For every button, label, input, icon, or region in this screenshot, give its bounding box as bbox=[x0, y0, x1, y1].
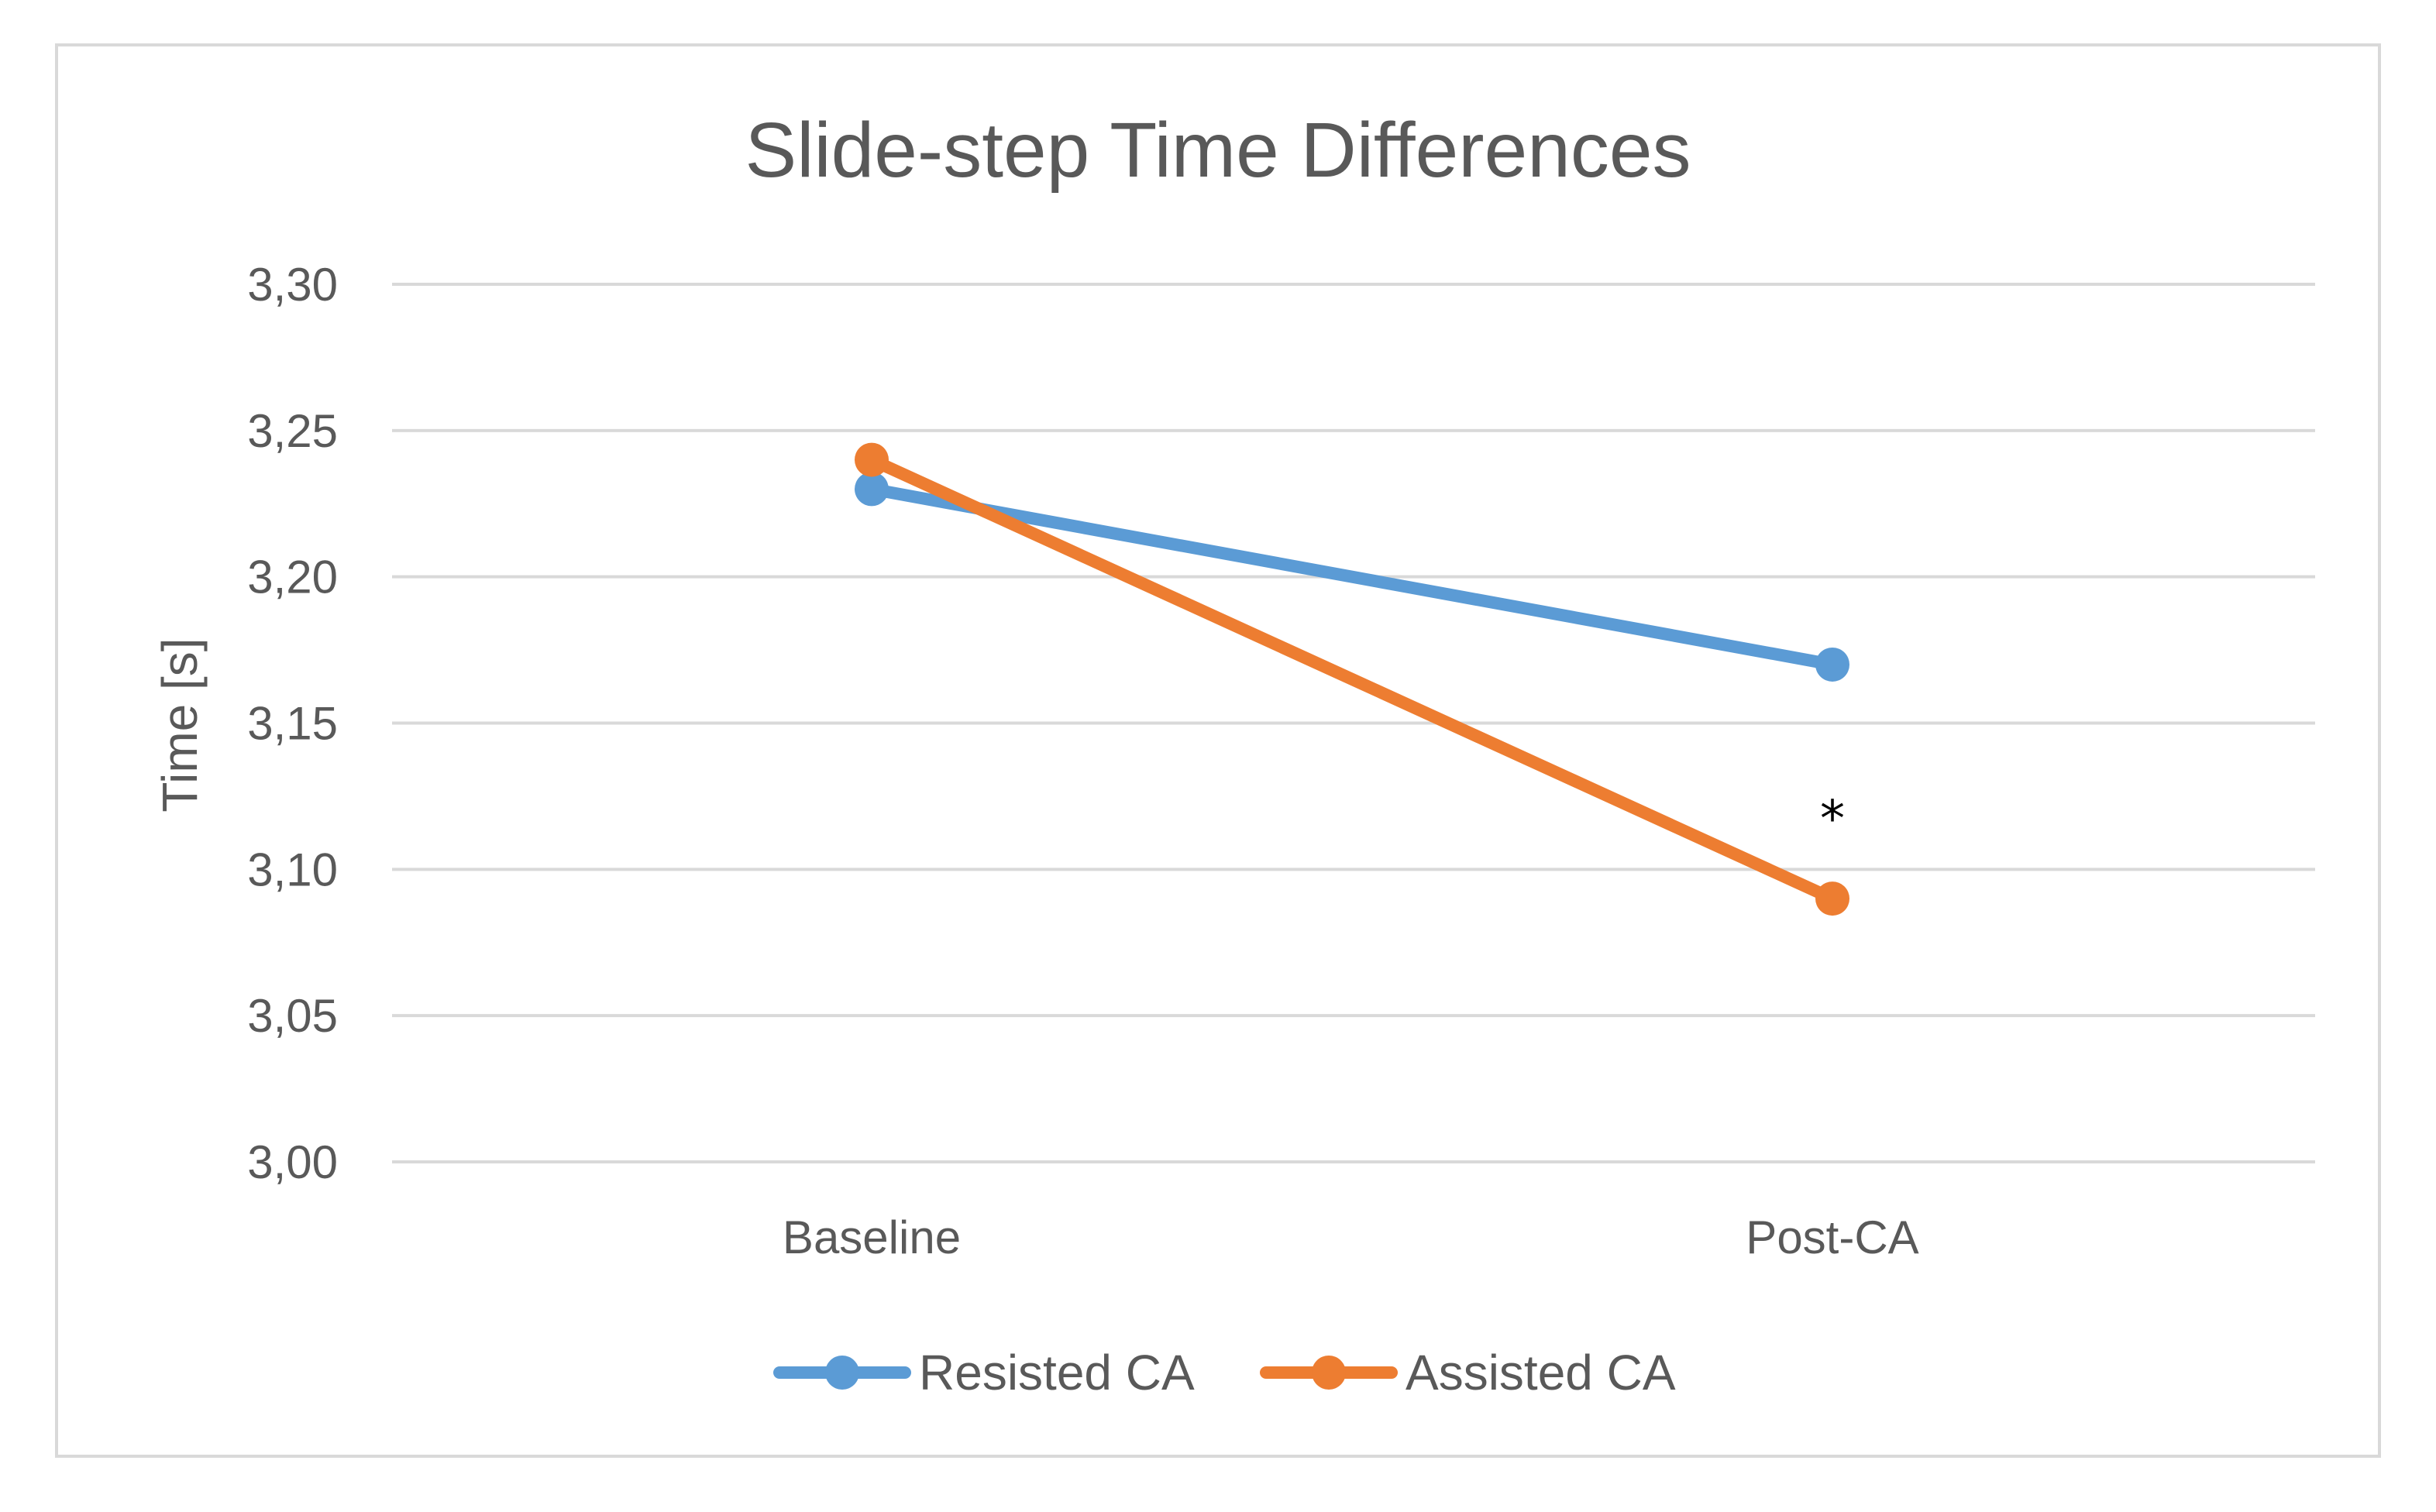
significance-annotation: * bbox=[1820, 791, 1845, 848]
data-point bbox=[1815, 881, 1849, 916]
y-tick-label: 3,20 bbox=[247, 552, 338, 603]
legend-label: Assisted CA bbox=[1406, 1345, 1676, 1400]
legend-label: Resisted CA bbox=[919, 1345, 1195, 1400]
data-point bbox=[855, 472, 889, 507]
y-axis-title: Time [s] bbox=[152, 637, 208, 812]
y-tick-label: 3,10 bbox=[247, 844, 338, 895]
y-tick-label: 3,05 bbox=[247, 990, 338, 1042]
legend: Resisted CA Assisted CA bbox=[773, 1345, 1676, 1400]
legend-marker bbox=[1312, 1356, 1346, 1390]
y-tick-label: 3,00 bbox=[247, 1136, 338, 1188]
y-tick-label: 3,30 bbox=[247, 259, 338, 311]
series-line bbox=[865, 453, 1839, 905]
y-tick-labels: 3,00 3,05 3,10 3,15 3,20 3,25 3,30 bbox=[247, 259, 338, 1188]
legend-marker bbox=[825, 1356, 859, 1390]
gridlines bbox=[392, 283, 2315, 1163]
data-point bbox=[1815, 647, 1849, 682]
x-tick-labels: Baseline Post-CA bbox=[783, 1211, 1919, 1263]
chart-area-border bbox=[55, 43, 2381, 1458]
y-tick-label: 3,15 bbox=[247, 698, 338, 750]
legend-item: Assisted CA bbox=[1260, 1345, 1676, 1400]
chart-title: Slide-step Time Differences bbox=[745, 107, 1691, 194]
annotations: * bbox=[1820, 791, 1845, 848]
x-tick-label: Post-CA bbox=[1746, 1211, 1918, 1263]
series-line bbox=[865, 483, 1839, 671]
data-point bbox=[855, 442, 889, 477]
legend-item: Resisted CA bbox=[773, 1345, 1195, 1400]
x-tick-label: Baseline bbox=[783, 1211, 961, 1263]
y-tick-label: 3,25 bbox=[247, 405, 338, 457]
plot-series bbox=[855, 442, 1849, 916]
